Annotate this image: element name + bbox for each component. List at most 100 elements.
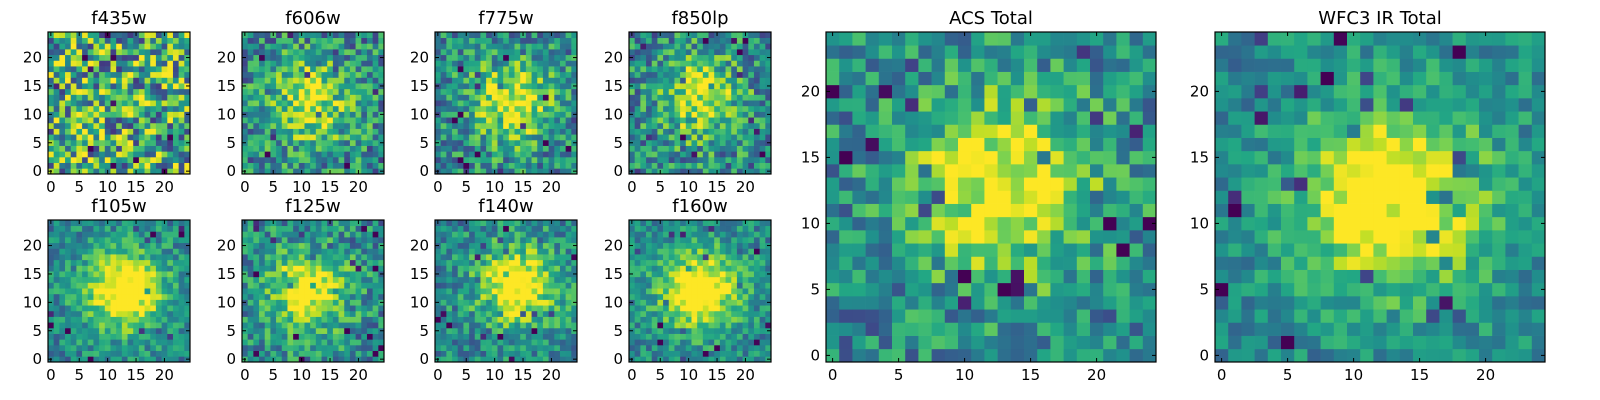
heatmap-cell [349, 134, 356, 141]
heatmap-cell [121, 299, 128, 306]
heatmap-cell [469, 151, 476, 158]
heatmap-cell [559, 327, 566, 334]
heatmap-cell [702, 282, 709, 289]
heatmap-cell [247, 259, 254, 266]
heatmap-cell [293, 83, 300, 90]
heatmap-cell [70, 100, 77, 107]
heatmap-cell [332, 322, 339, 329]
heatmap-cell [293, 322, 300, 329]
heatmap-cell [542, 128, 549, 135]
heatmap-cell [121, 139, 128, 146]
heatmap-cell [65, 60, 72, 67]
heatmap-cell [276, 122, 283, 129]
heatmap-cell [99, 66, 106, 73]
heatmap-cell [514, 344, 521, 351]
heatmap-cell [93, 94, 100, 101]
heatmap-cell [440, 259, 447, 266]
heatmap-cell [121, 310, 128, 317]
heatmap-cell [748, 327, 755, 334]
heatmap-cell [440, 71, 447, 78]
heatmap-cell [520, 162, 527, 169]
heatmap-cell [725, 117, 732, 124]
heatmap-cell [634, 117, 641, 124]
heatmap-cell [520, 327, 527, 334]
heatmap-cell [668, 156, 675, 163]
heatmap-cell [338, 94, 345, 101]
heatmap-cell [486, 316, 493, 323]
heatmap-cell [753, 105, 760, 112]
heatmap-cell [116, 276, 123, 283]
heatmap-cell [242, 225, 249, 232]
heatmap-cell [736, 66, 743, 73]
heatmap-cell [480, 299, 487, 306]
heatmap-cell [270, 316, 277, 323]
heatmap-cell [508, 282, 515, 289]
heatmap-cell [474, 237, 481, 244]
heatmap-cell [565, 151, 572, 158]
heatmap-cell [548, 37, 555, 44]
heatmap-cell [281, 94, 288, 101]
heatmap-cell [264, 310, 271, 317]
heatmap-cell [161, 49, 168, 56]
heatmap-cell [127, 288, 134, 295]
heatmap-cell [167, 88, 174, 95]
heatmap-cell [70, 139, 77, 146]
heatmap-cell [469, 94, 476, 101]
heatmap-cell [759, 156, 766, 163]
heatmap-cell [759, 162, 766, 169]
heatmap-cell [691, 310, 698, 317]
heatmap-cell [53, 162, 60, 169]
heatmap-cell [338, 100, 345, 107]
heatmap-cell [332, 49, 339, 56]
heatmap-cell [315, 288, 322, 295]
heatmap-cell [104, 37, 111, 44]
heatmap-cell [463, 145, 470, 152]
y-tick-label: 5 [613, 134, 623, 152]
heatmap-cell [725, 162, 732, 169]
heatmap-cell [110, 134, 117, 141]
heatmap-cell [469, 265, 476, 272]
heatmap-cell [127, 282, 134, 289]
heatmap-cell [725, 37, 732, 44]
heatmap-cell [435, 322, 442, 329]
heatmap-cell [685, 43, 692, 50]
heatmap-cell [378, 162, 385, 169]
heatmap-cell [759, 350, 766, 357]
heatmap-cell [48, 282, 55, 289]
heatmap-cell [138, 356, 145, 363]
heatmap-cell [116, 156, 123, 163]
heatmap-cell [748, 299, 755, 306]
heatmap-cell [184, 344, 191, 351]
heatmap-cell [525, 156, 532, 163]
heatmap-cell [247, 344, 254, 351]
heatmap-cell [480, 111, 487, 118]
heatmap-cell [332, 282, 339, 289]
heatmap-cell [138, 242, 145, 249]
heatmap-cell [65, 145, 72, 152]
heatmap-cell [657, 344, 664, 351]
heatmap-cell [372, 49, 379, 56]
heatmap-cell [537, 220, 544, 227]
heatmap-cell [104, 305, 111, 312]
heatmap-cell [731, 350, 738, 357]
heatmap-cell [497, 316, 504, 323]
heatmap-cell [640, 94, 647, 101]
heatmap-cell [531, 344, 538, 351]
heatmap-cell [178, 356, 185, 363]
heatmap-cell [87, 293, 94, 300]
heatmap-cell [629, 288, 636, 295]
heatmap-cell [150, 66, 157, 73]
heatmap-cell [378, 88, 385, 95]
heatmap-cell [150, 339, 157, 346]
heatmap-cell [508, 122, 515, 129]
heatmap-cell [736, 299, 743, 306]
heatmap-cell [344, 259, 351, 266]
heatmap-cell [172, 271, 179, 278]
heatmap-cell [725, 350, 732, 357]
heatmap-cell [104, 77, 111, 84]
heatmap-cell [270, 100, 277, 107]
heatmap-cell [161, 265, 168, 272]
y-tick-label: 20 [23, 237, 42, 255]
heatmap-cell [765, 156, 772, 163]
